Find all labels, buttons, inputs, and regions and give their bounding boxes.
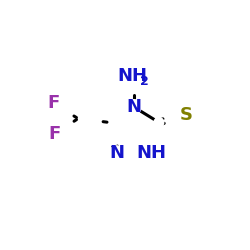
Text: NH: NH [136,144,166,162]
Text: NH: NH [117,67,147,85]
Text: F: F [49,125,61,143]
Text: N: N [109,144,124,162]
Text: S: S [180,106,192,124]
Text: N: N [126,98,142,116]
Text: F: F [47,94,59,112]
Text: 2: 2 [140,74,149,88]
Ellipse shape [46,96,60,110]
Ellipse shape [178,108,194,122]
Ellipse shape [139,146,164,160]
Ellipse shape [124,68,153,84]
Ellipse shape [154,118,164,127]
Ellipse shape [48,127,62,141]
Ellipse shape [109,146,124,160]
Ellipse shape [126,100,141,114]
